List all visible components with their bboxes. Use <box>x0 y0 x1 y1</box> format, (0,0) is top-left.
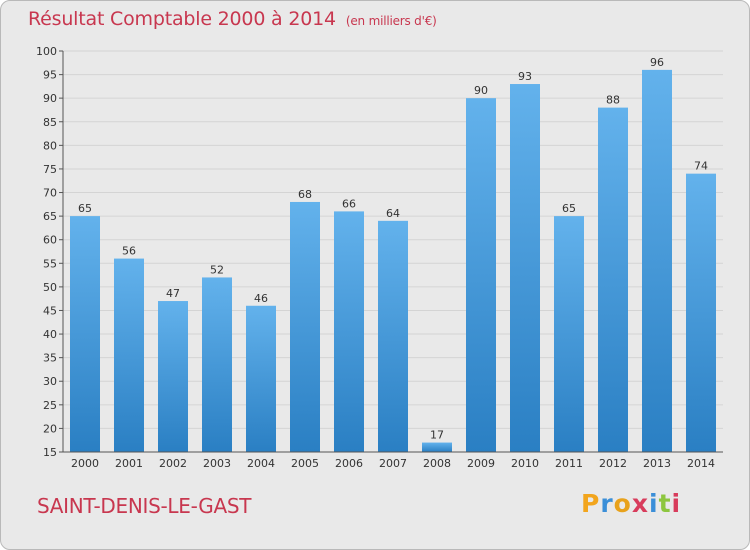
y-tick-label: 20 <box>43 422 57 435</box>
data-label: 47 <box>166 287 180 300</box>
y-tick-label: 85 <box>43 116 57 129</box>
x-tick-label: 2000 <box>71 457 99 470</box>
logo-letter: i <box>671 489 682 518</box>
chart-subtitle: (en milliers d'€) <box>345 14 437 28</box>
bar <box>642 69 672 452</box>
y-tick-label: 35 <box>43 352 57 365</box>
x-tick-label: 2011 <box>555 457 583 470</box>
data-label: 56 <box>122 245 136 258</box>
data-label: 88 <box>606 94 620 107</box>
x-tick-label: 2013 <box>643 457 671 470</box>
y-tick-label: 30 <box>43 375 57 388</box>
proxiti-logo: Proxiti <box>581 489 681 518</box>
bar <box>70 216 100 452</box>
bars <box>70 69 716 453</box>
x-tick-label: 2010 <box>511 457 539 470</box>
x-tick-label: 2014 <box>687 457 715 470</box>
data-label: 66 <box>342 197 356 210</box>
bar <box>466 98 496 453</box>
data-label: 65 <box>78 202 92 215</box>
logo-letter: i <box>649 489 659 518</box>
x-tick-label: 2004 <box>247 457 275 470</box>
logo-letter: P <box>581 489 601 518</box>
bar <box>598 107 628 453</box>
data-label: 17 <box>430 429 444 442</box>
x-tick-label: 2007 <box>379 457 407 470</box>
bar <box>422 442 452 452</box>
value-labels: 65 56 47 52 46 68 66 64 17 90 93 65 88 96 74 <box>78 56 708 442</box>
x-tick-label: 2005 <box>291 457 319 470</box>
data-label: 64 <box>386 207 400 220</box>
x-tick-label: 2009 <box>467 457 495 470</box>
data-label: 65 <box>562 202 576 215</box>
y-tick-label: 15 <box>43 446 57 459</box>
x-tick-label: 2006 <box>335 457 363 470</box>
y-axis: 15 20 25 30 35 40 45 50 55 60 65 70 75 80 85 90 95 100 <box>36 45 64 459</box>
logo-letter: r <box>600 489 614 518</box>
bar <box>202 277 232 452</box>
y-tick-label: 55 <box>43 257 57 270</box>
y-tick-label: 60 <box>43 234 57 247</box>
bar <box>510 84 540 452</box>
y-tick-label: 95 <box>43 69 57 82</box>
bar <box>686 173 716 453</box>
location-label: SAINT-DENIS-LE-GAST <box>37 494 252 518</box>
logo-letter: o <box>613 489 632 518</box>
x-tick-label: 2003 <box>203 457 231 470</box>
bar <box>554 216 584 452</box>
y-tick-label: 50 <box>43 281 57 294</box>
logo-letter: t <box>658 489 672 518</box>
data-label: 46 <box>254 292 268 305</box>
x-tick-label: 2001 <box>115 457 143 470</box>
bar <box>378 220 408 452</box>
bar <box>114 258 144 452</box>
x-tick-label: 2012 <box>599 457 627 470</box>
y-tick-label: 70 <box>43 187 57 200</box>
chart-title: Résultat Comptable 2000 à 2014 (en millie… <box>28 8 437 30</box>
y-tick-label: 65 <box>43 210 57 223</box>
bar <box>290 201 320 452</box>
data-label: 90 <box>474 84 488 97</box>
bar <box>158 301 188 452</box>
y-tick-label: 45 <box>43 304 57 317</box>
y-tick-label: 80 <box>43 139 57 152</box>
x-tick-label: 2002 <box>159 457 187 470</box>
y-tick-label: 100 <box>36 45 57 58</box>
x-tick-label: 2008 <box>423 457 451 470</box>
y-tick-label: 75 <box>43 163 57 176</box>
bar <box>334 211 364 452</box>
x-axis: 2000 2001 2002 2003 2004 2005 2006 2007 2008 2009… <box>63 451 723 470</box>
data-label: 93 <box>518 70 532 83</box>
y-tick-label: 25 <box>43 399 57 412</box>
y-tick-label: 40 <box>43 328 57 341</box>
data-label: 52 <box>210 263 224 276</box>
y-tick-label: 90 <box>43 92 57 105</box>
data-label: 68 <box>298 188 312 201</box>
logo-letter: x <box>631 489 649 518</box>
bar <box>246 305 276 452</box>
data-label: 96 <box>650 56 664 69</box>
data-label: 74 <box>694 160 708 173</box>
